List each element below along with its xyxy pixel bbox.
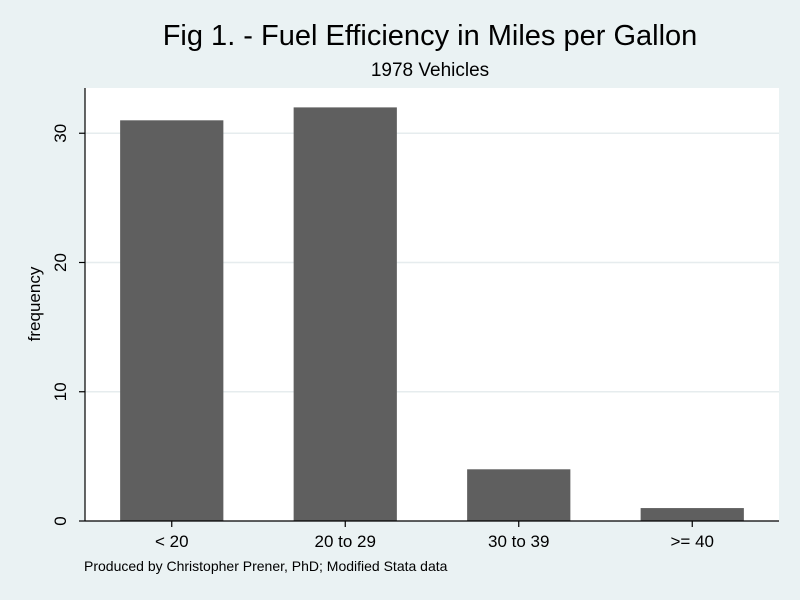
x-tick-label: < 20 (155, 532, 189, 551)
bar (293, 107, 397, 521)
y-ticks: 0 10 20 30 (51, 124, 85, 526)
bar (640, 508, 744, 521)
y-tick-label: 30 (51, 124, 70, 143)
bar (120, 120, 224, 522)
x-ticks: < 20 20 to 29 30 to 39 >= 40 (155, 521, 714, 551)
y-tick-label: 10 (51, 382, 70, 401)
x-tick-label: 30 to 39 (488, 532, 549, 551)
x-tick-label: >= 40 (671, 532, 715, 551)
y-tick-label: 0 (51, 516, 70, 525)
bar (467, 469, 571, 521)
chart-title: Fig 1. - Fuel Efficiency in Miles per Ga… (162, 20, 698, 52)
bars (120, 107, 744, 522)
x-tick-label: 20 to 29 (315, 532, 376, 551)
y-tick-label: 20 (51, 253, 70, 272)
chart-subtitle: 1978 Vehicles (370, 60, 490, 81)
footnote: Produced by Christopher Prener, PhD; Mod… (84, 558, 448, 574)
y-axis-label: frequency (25, 266, 44, 341)
